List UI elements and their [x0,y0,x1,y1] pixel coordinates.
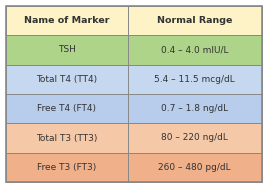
Text: Free T4 (FT4): Free T4 (FT4) [37,104,96,113]
Bar [6,153,128,182]
Bar [128,123,262,153]
Text: 260 – 480 pg/dL: 260 – 480 pg/dL [158,163,231,172]
Bar [6,94,128,123]
Text: Name of Marker: Name of Marker [24,16,110,25]
Bar [128,6,262,35]
Bar [128,35,262,65]
Text: 0.4 – 4.0 mIU/L: 0.4 – 4.0 mIU/L [161,45,229,55]
Bar [128,65,262,94]
Text: Normal Range: Normal Range [157,16,232,25]
Text: Free T3 (FT3): Free T3 (FT3) [37,163,96,172]
Text: Total T4 (TT4): Total T4 (TT4) [36,75,97,84]
Text: 0.7 – 1.8 ng/dL: 0.7 – 1.8 ng/dL [161,104,228,113]
Bar [6,123,128,153]
Bar [128,94,262,123]
Bar [6,6,128,35]
Bar [6,65,128,94]
Text: Total T3 (TT3): Total T3 (TT3) [36,133,98,143]
Bar [6,35,128,65]
Bar [128,153,262,182]
Text: 80 – 220 ng/dL: 80 – 220 ng/dL [161,133,228,143]
Text: 5.4 – 11.5 mcg/dL: 5.4 – 11.5 mcg/dL [154,75,235,84]
Text: TSH: TSH [58,45,76,55]
